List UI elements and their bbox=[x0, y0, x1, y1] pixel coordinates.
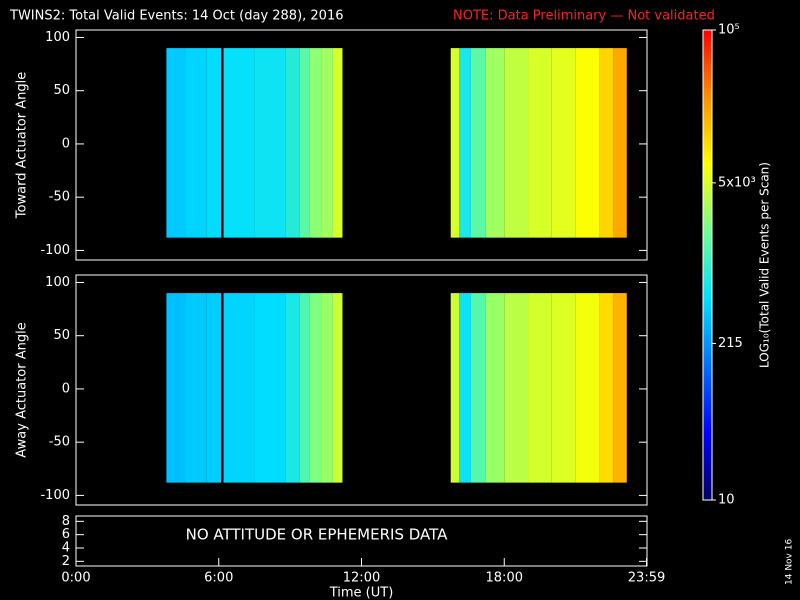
heat-cell bbox=[223, 48, 255, 238]
note: NOTE: Data Preliminary — Not validated bbox=[453, 9, 715, 24]
x-tick-label: 6:00 bbox=[204, 571, 233, 586]
heat-cell bbox=[528, 293, 552, 483]
heat-cell bbox=[206, 48, 222, 238]
heat-cell bbox=[485, 293, 505, 483]
y-tick-label: -50 bbox=[49, 435, 70, 450]
heat-cell bbox=[599, 48, 614, 238]
heat-cell bbox=[504, 48, 529, 238]
y-axis-label: Toward Actuator Angle bbox=[15, 72, 30, 219]
heat-cell bbox=[166, 48, 186, 238]
chart-title: TWINS2: Total Valid Events: 14 Oct (day … bbox=[9, 9, 344, 24]
y-tick-label: 2 bbox=[62, 554, 70, 569]
colorbar-tick-label: 10 bbox=[718, 493, 735, 508]
heat-cell bbox=[599, 293, 614, 483]
heat-cell bbox=[528, 48, 552, 238]
y-tick-label: 50 bbox=[53, 328, 70, 343]
heat-cell bbox=[575, 293, 600, 483]
y-tick-label: -50 bbox=[49, 190, 70, 205]
heat-cell bbox=[321, 293, 333, 483]
colorbar-tick-label: 10⁵ bbox=[718, 23, 740, 38]
colorbar bbox=[702, 29, 713, 501]
heat-cell bbox=[285, 48, 300, 238]
heat-cell bbox=[551, 48, 576, 238]
x-tick-label: 0:00 bbox=[61, 571, 90, 586]
heat-cell bbox=[613, 48, 627, 238]
heat-cell bbox=[470, 293, 486, 483]
y-tick-label: 100 bbox=[45, 275, 70, 290]
y-tick-label: 6 bbox=[62, 527, 70, 542]
heat-cell bbox=[254, 48, 286, 238]
heat-cell bbox=[185, 48, 207, 238]
heat-cell bbox=[185, 293, 207, 483]
y-tick-label: 0 bbox=[62, 381, 70, 396]
heat-cell bbox=[504, 293, 529, 483]
heat-cell bbox=[450, 293, 460, 483]
heat-cell bbox=[321, 48, 333, 238]
y-tick-label: 4 bbox=[62, 541, 70, 556]
panel-frame bbox=[75, 29, 648, 261]
heat-cell bbox=[285, 293, 300, 483]
heat-cell bbox=[166, 293, 186, 483]
heat-cell bbox=[332, 48, 343, 238]
y-tick-label: -100 bbox=[40, 488, 70, 503]
heat-cell bbox=[332, 293, 343, 483]
y-tick-label: 0 bbox=[62, 136, 70, 151]
annotation: NO ATTITUDE OR EPHEMERIS DATA bbox=[186, 526, 449, 544]
heat-cell bbox=[459, 293, 471, 483]
x-axis-label: Time (UT) bbox=[329, 586, 394, 600]
heat-cell bbox=[613, 293, 627, 483]
date: 14 Nov 16 bbox=[785, 539, 795, 585]
colorbar-tick-label: 5x10³ bbox=[718, 175, 756, 190]
heat-cell bbox=[223, 293, 255, 483]
heat-cell bbox=[309, 293, 322, 483]
y-tick-label: 8 bbox=[62, 514, 70, 529]
panel-frame bbox=[75, 274, 648, 506]
heat-cell bbox=[299, 48, 310, 238]
heat-cell bbox=[485, 48, 505, 238]
heat-cell bbox=[299, 293, 310, 483]
colorbar-tick-label: 215 bbox=[718, 336, 743, 351]
y-axis-label: Away Actuator Angle bbox=[15, 322, 30, 457]
heat-cell bbox=[309, 48, 322, 238]
heat-cell bbox=[551, 293, 576, 483]
y-tick-label: 50 bbox=[53, 83, 70, 98]
x-tick-label: 18:00 bbox=[486, 571, 523, 586]
heat-cell bbox=[575, 48, 600, 238]
colorbar-label: LOG₁₀(Total Valid Events per Scan) bbox=[758, 162, 772, 368]
heat-cell bbox=[450, 48, 460, 238]
x-tick-label: 23:59 bbox=[628, 571, 665, 586]
x-tick-label: 12:00 bbox=[343, 571, 380, 586]
heat-cell bbox=[459, 48, 471, 238]
heat-cell bbox=[206, 293, 222, 483]
y-tick-label: -100 bbox=[40, 243, 70, 258]
heat-cell bbox=[470, 48, 486, 238]
y-tick-label: 100 bbox=[45, 30, 70, 45]
heat-cell bbox=[254, 293, 286, 483]
